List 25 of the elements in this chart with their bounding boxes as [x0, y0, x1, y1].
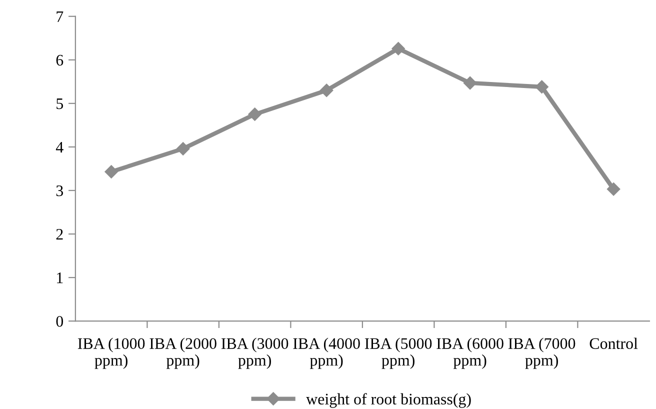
x-tick-label: IBA (1000 ppm)	[78, 338, 145, 369]
x-tick-label: IBA (7000 ppm)	[508, 338, 576, 369]
point	[535, 80, 548, 94]
legend-label: weight of root biomass(g)	[306, 393, 471, 408]
y-tick-label: 5	[56, 98, 64, 110]
y-tick-label: 4	[56, 142, 64, 152]
y-tick-label: 7	[56, 11, 64, 22]
y-tick-label: 1	[57, 272, 63, 284]
x-tick-label: IBA (3000 ppm)	[221, 338, 288, 369]
y-tick-label: 0	[56, 316, 64, 327]
x-tick-label: Control	[590, 338, 638, 349]
point	[320, 84, 334, 97]
y-tick-label: 3	[56, 185, 64, 196]
y-tick-label: 6	[56, 54, 64, 66]
point	[248, 108, 262, 121]
point	[104, 165, 118, 178]
point	[392, 42, 405, 56]
x-tick-label: IBA (5000 ppm)	[364, 338, 432, 369]
point	[463, 76, 477, 90]
x-tick-label: IBA (4000 ppm)	[293, 338, 360, 369]
point	[606, 182, 620, 196]
x-tick-label: IBA (2000 ppm)	[150, 338, 216, 369]
y-tick-label: 2	[56, 228, 63, 240]
point	[176, 142, 190, 156]
x-tick-label: IBA (6000 ppm)	[436, 338, 504, 369]
